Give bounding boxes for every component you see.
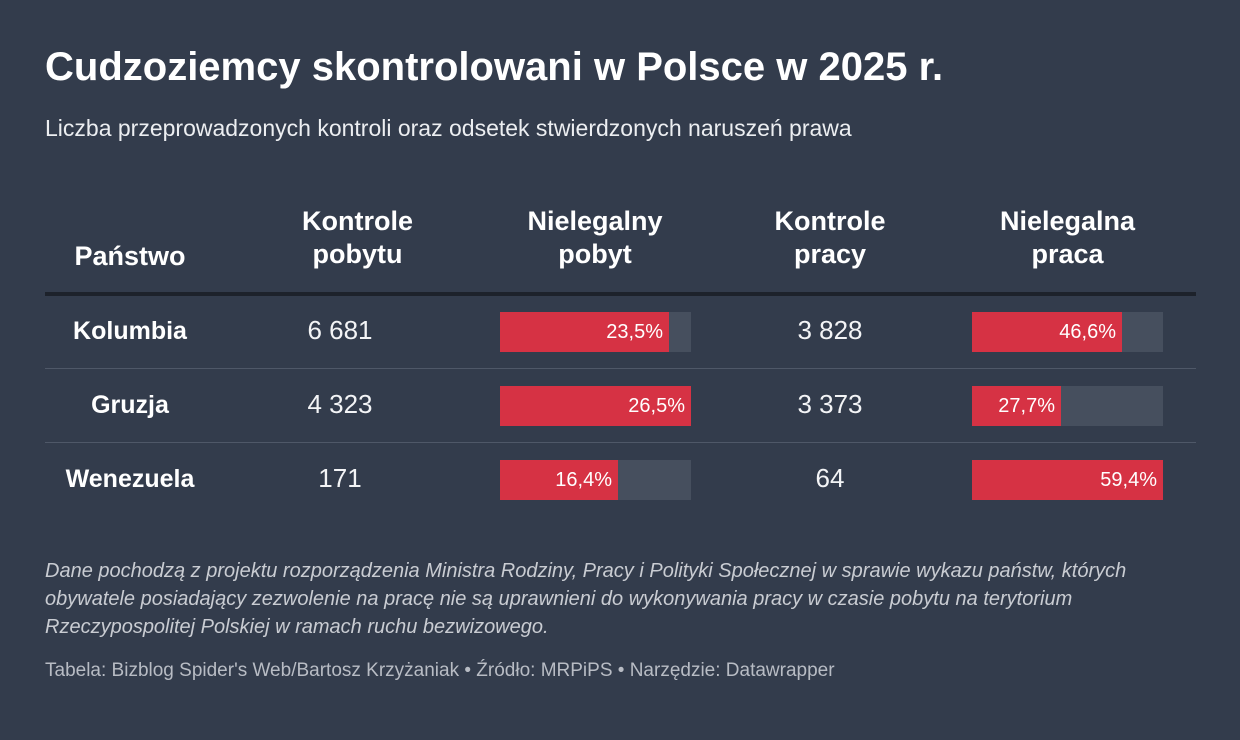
residence-checks-cell: 171 [318, 463, 362, 493]
column-header-work-checks: Kontrole pracy [774, 206, 886, 269]
illegal-work-bar-track: 46,6% [972, 312, 1163, 352]
illegal-work-bar [972, 460, 1163, 500]
country-cell: Gruzja [91, 391, 169, 419]
work-checks-cell: 3 828 [797, 315, 863, 345]
chart-subtitle: Liczba przeprowadzonych kontroli oraz od… [45, 115, 852, 141]
illegal-work-bar-track: 59,4% [972, 460, 1163, 500]
residence-checks-cell: 6 681 [307, 315, 373, 345]
illegal-residence-label: 23,5% [606, 321, 663, 343]
column-header-illegal-residence: Nielegalny pobyt [527, 206, 663, 269]
column-header-illegal-work: Nielegalna praca [999, 206, 1136, 269]
illegal-work-bar-track: 27,7% [972, 386, 1163, 426]
chart-title: Cudzoziemcy skontrolowani w Polsce w 202… [45, 45, 944, 89]
illegal-work-bar [972, 386, 1061, 426]
country-cell: Wenezuela [65, 465, 195, 493]
illegal-residence-label: 26,5% [628, 395, 685, 417]
credits-line: Tabela: Bizblog Spider's Web/Bartosz Krz… [45, 660, 835, 681]
header-divider [45, 292, 1196, 296]
illegal-work-label: 46,6% [1059, 321, 1116, 343]
illegal-residence-bar [500, 312, 669, 352]
row-divider [45, 368, 1196, 369]
illegal-residence-bar [500, 460, 618, 500]
illegal-work-label: 59,4% [1100, 469, 1157, 491]
work-checks-cell: 64 [815, 463, 845, 493]
country-cell: Kolumbia [73, 317, 187, 345]
illegal-work-label: 27,7% [998, 395, 1055, 417]
table-row: Gruzja 4 323 26,5% 3 373 27,7% [0, 370, 1240, 444]
work-checks-cell: 3 373 [797, 389, 863, 419]
table-row: Wenezuela 171 16,4% 64 59,4% [0, 444, 1240, 518]
column-header-residence-checks: Kontrole pobytu [302, 206, 413, 269]
residence-checks-cell: 4 323 [307, 389, 373, 419]
illegal-residence-bar-track: 26,5% [500, 386, 691, 426]
column-header-country: Państwo [74, 241, 186, 271]
source-note: Dane pochodzą z projektu rozporządzenia … [45, 560, 1127, 638]
row-divider [45, 442, 1196, 443]
illegal-residence-bar-track: 23,5% [500, 312, 691, 352]
illegal-work-bar [972, 312, 1122, 352]
table-row: Kolumbia 6 681 23,5% 3 828 46,6% [0, 296, 1240, 370]
illegal-residence-bar-track: 16,4% [500, 460, 691, 500]
illegal-residence-label: 16,4% [555, 469, 612, 491]
illegal-residence-bar [500, 386, 691, 426]
